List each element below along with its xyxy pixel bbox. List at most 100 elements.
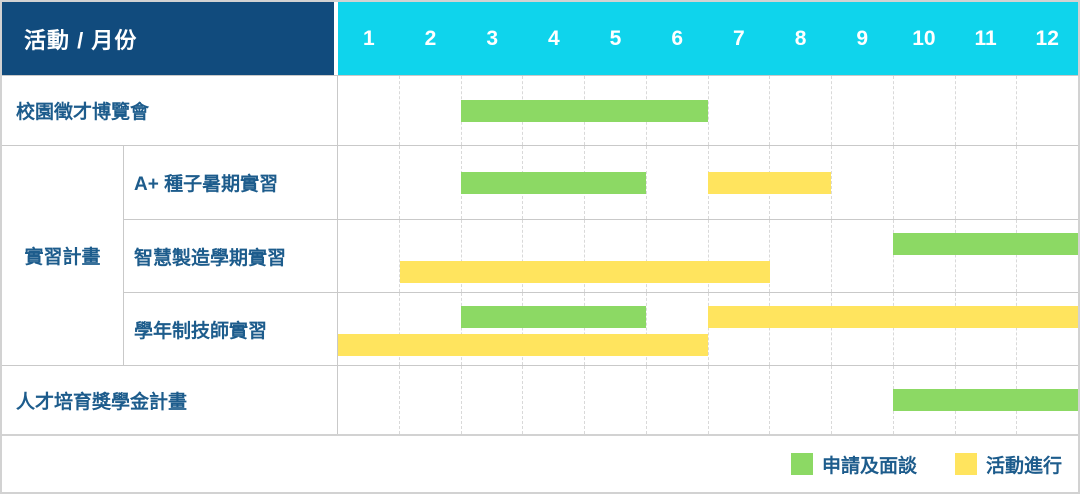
month-column [892,293,955,365]
gantt-bar-apply [461,171,647,194]
legend-label: 申請及面談 [821,455,917,477]
month-header-11: 11 [974,26,997,50]
month-column [338,220,399,292]
month-column [398,366,461,434]
month-column [831,293,893,365]
group-label-cell: 實習計畫 [2,146,124,365]
month-column [892,76,955,145]
month-column [645,146,708,219]
legend-swatch-apply [790,453,813,475]
month-column [460,146,523,219]
month-header-6: 6 [671,26,684,50]
month-header-4: 4 [548,26,560,50]
legend-label: 活動進行 [985,455,1062,477]
month-header-10: 10 [912,26,936,50]
row-label: A+ 種子暑期實習 [134,174,279,195]
gantt-bar-activity [708,171,832,194]
month-column [707,220,770,292]
month-column [1016,146,1078,219]
month-header-9: 9 [856,26,869,50]
month-column [398,293,461,365]
month-column [831,146,893,219]
month-column [645,293,708,365]
month-column [398,220,461,292]
table-body: 校園徵才博覽會實習計畫 A+ 種子暑期實習 智慧製造學期實習 學年制技師實習人才培育獎… [2,76,1078,434]
row-label: 學年制技師實習 [134,320,268,342]
gantt-cell [338,220,1078,292]
group-label: 實習計畫 [24,247,101,268]
month-column [707,293,770,365]
month-column [584,366,646,434]
gantt-cell [338,146,1078,219]
month-column [954,293,1017,365]
gantt-bar-apply [893,233,1078,255]
month-column [1016,220,1078,292]
month-column [707,76,770,145]
table-row: 學年制技師實習 [124,292,1078,365]
month-column [1016,293,1078,365]
month-column [707,366,770,434]
month-column [338,146,399,219]
month-column [460,366,523,434]
gantt-bar-activity [338,334,708,356]
month-column [522,293,584,365]
gantt-bar-apply [461,99,708,122]
month-column [707,146,770,219]
group-block: 實習計畫 A+ 種子暑期實習 智慧製造學期實習 學年制技師實習 [2,145,1078,365]
header-corner-label: 活動 / 月份 [24,27,138,53]
month-header-8: 8 [794,26,807,50]
month-column [831,220,893,292]
month-column [460,293,523,365]
month-column [522,366,584,434]
month-column [338,366,399,434]
table-row: 人才培育獎學金計畫 [2,365,1078,434]
legend-item-activity: 活動進行 [954,451,1062,478]
month-column [398,76,461,145]
month-column [645,220,708,292]
month-column [892,146,955,219]
row-label: 校園徵才博覽會 [16,102,150,123]
gantt-cell [338,366,1078,434]
month-header-5: 5 [609,26,622,50]
month-column [954,76,1017,145]
row-label-cell: 人才培育獎學金計畫 [2,366,338,434]
row-label: 智慧製造學期實習 [134,247,287,269]
month-column [398,146,461,219]
months-header: 1 2 3 4 5 6 7 8 9 10 11 12 [338,2,1078,75]
row-label: 人才培育獎學金計畫 [16,391,188,413]
month-header-2: 2 [424,26,437,50]
legend-swatch-activity [954,453,977,475]
month-column [831,366,893,434]
month-column [645,366,708,434]
month-column [584,293,646,365]
row-label-cell: A+ 種子暑期實習 [124,146,338,219]
month-column [584,220,646,292]
month-header-12: 12 [1035,26,1059,50]
gantt-cell [338,76,1078,145]
row-label-cell: 學年制技師實習 [124,293,338,365]
month-header-1: 1 [362,26,375,50]
month-column [769,220,831,292]
legend: 申請及面談 活動進行 [2,434,1078,492]
table-row: 校園徵才博覽會 [2,76,1078,145]
month-column [769,76,831,145]
month-column [892,220,955,292]
row-label-cell: 校園徵才博覽會 [2,76,338,145]
table-header-row: 活動 / 月份 1 2 3 4 5 6 7 8 9 10 11 12 [2,2,1078,76]
gantt-bar-activity [399,261,770,283]
month-column [338,76,399,145]
gantt-bar-apply [461,306,647,328]
month-column [954,220,1017,292]
group-rows: A+ 種子暑期實習 智慧製造學期實習 學年制技師實習 [124,146,1078,365]
legend-item-apply: 申請及面談 [790,451,917,478]
month-column [1016,76,1078,145]
gantt-bar-activity [708,306,1078,328]
month-column [831,76,893,145]
month-header-7: 7 [733,26,745,50]
gantt-bar-apply [893,389,1078,411]
month-column [954,146,1017,219]
month-column [522,220,584,292]
table-row: 智慧製造學期實習 [124,219,1078,292]
month-header-3: 3 [486,26,499,50]
